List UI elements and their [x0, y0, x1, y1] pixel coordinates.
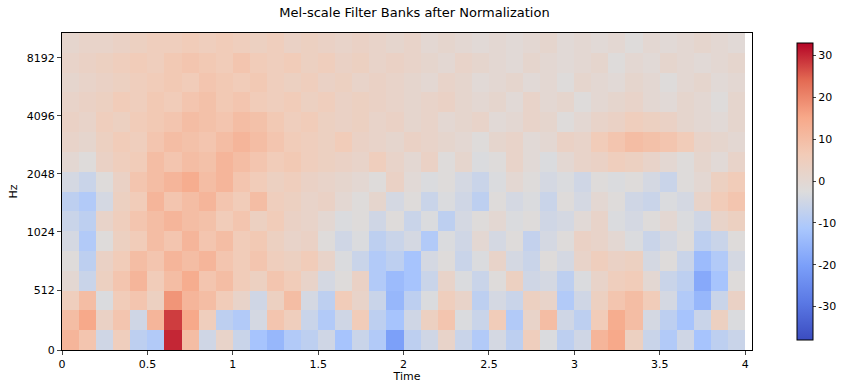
svg-text:1: 1 — [229, 358, 236, 371]
svg-text:-10: -10 — [818, 217, 836, 230]
svg-text:Hz: Hz — [7, 184, 20, 198]
svg-text:512: 512 — [34, 284, 55, 297]
svg-text:3.5: 3.5 — [651, 358, 669, 371]
svg-text:8192: 8192 — [27, 52, 55, 65]
svg-text:2.5: 2.5 — [480, 358, 498, 371]
svg-text:0: 0 — [48, 344, 55, 357]
svg-text:0.5: 0.5 — [139, 358, 157, 371]
svg-text:0: 0 — [59, 358, 66, 371]
svg-text:3: 3 — [571, 358, 578, 371]
svg-text:Time: Time — [393, 370, 421, 383]
svg-text:1024: 1024 — [27, 226, 55, 239]
svg-text:20: 20 — [818, 91, 832, 104]
svg-text:30: 30 — [818, 49, 832, 62]
svg-text:2048: 2048 — [27, 168, 55, 181]
svg-text:Mel-scale Filter Banks after N: Mel-scale Filter Banks after Normalizati… — [279, 5, 549, 20]
svg-text:-20: -20 — [818, 259, 836, 272]
svg-text:4096: 4096 — [27, 110, 55, 123]
svg-text:1.5: 1.5 — [309, 358, 327, 371]
svg-text:10: 10 — [818, 133, 832, 146]
svg-text:0: 0 — [818, 175, 825, 188]
svg-text:4: 4 — [742, 358, 749, 371]
svg-text:2: 2 — [400, 358, 407, 371]
svg-text:-30: -30 — [818, 300, 836, 313]
